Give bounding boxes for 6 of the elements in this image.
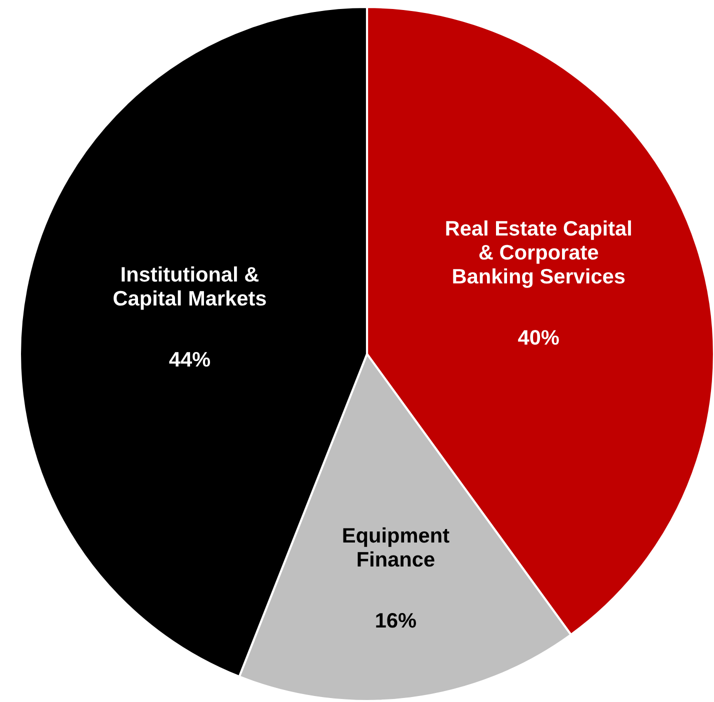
- data-label: 16%: [376, 612, 416, 628]
- slice-label: Real Estate Capital & Corporate Banking Services: [446, 220, 631, 288]
- data-label: 44%: [169, 352, 210, 367]
- slice-label: Institutional & Capital Markets: [114, 266, 266, 310]
- slice-label: Equipment Finance: [343, 527, 450, 567]
- data-label: 40%: [518, 330, 559, 345]
